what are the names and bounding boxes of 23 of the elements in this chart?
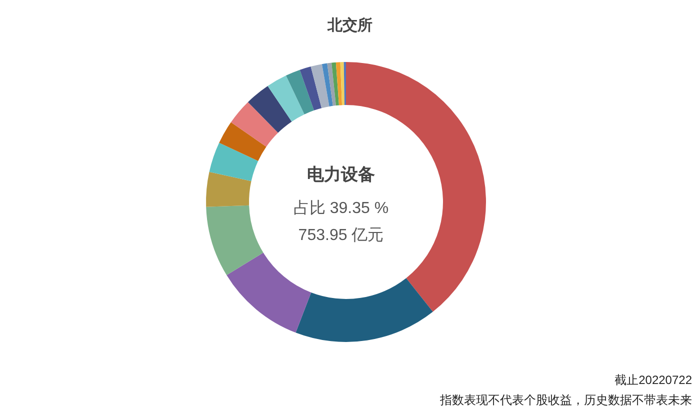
chart-title: 北交所	[326, 16, 374, 35]
text: 753.95 亿元	[297, 226, 385, 246]
donut-slice	[332, 62, 339, 106]
donut-slice	[327, 62, 336, 106]
donut-slice	[209, 142, 258, 182]
donut-slice	[300, 66, 322, 110]
donut-slice	[226, 252, 312, 333]
donut-slice	[340, 62, 344, 106]
text: 指数表现不代表个股收益，历史数据不带表未来	[440, 392, 692, 409]
donut-slice	[206, 205, 264, 276]
donut-slice	[230, 102, 278, 147]
text: 电力设备	[306, 164, 376, 186]
donut-slice	[219, 122, 266, 161]
donut-slice	[296, 278, 433, 342]
text: 占比 39.35 %	[292, 198, 390, 219]
donut-slice	[248, 86, 292, 133]
donut-slice	[322, 63, 333, 106]
donut-slice	[268, 76, 304, 122]
donut-slice	[286, 70, 314, 114]
donut-slice	[310, 64, 330, 108]
text: 截止20220722	[614, 372, 692, 389]
donut-slice	[336, 62, 342, 106]
donut-slice	[206, 172, 252, 207]
